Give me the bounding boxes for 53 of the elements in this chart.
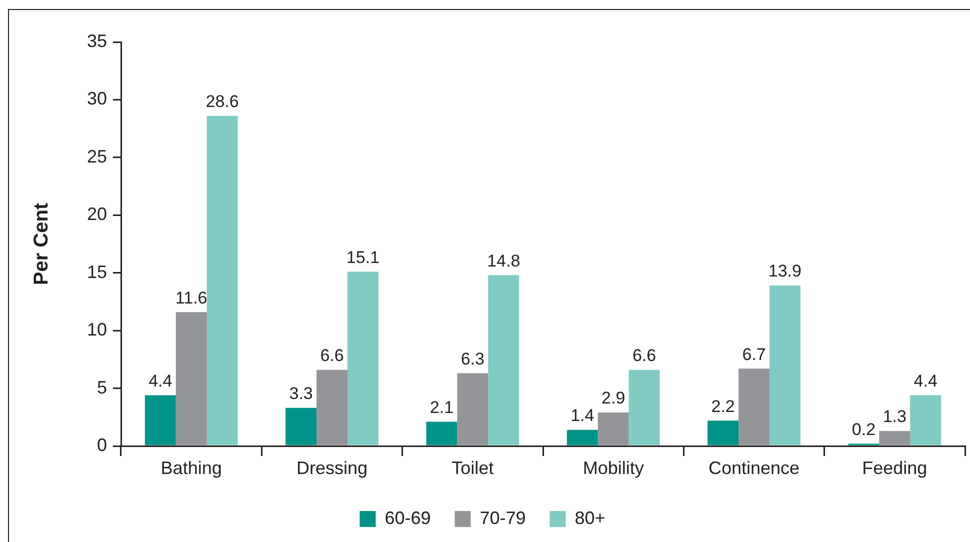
bar <box>457 373 488 446</box>
bar <box>316 370 348 446</box>
legend-label: 80+ <box>574 508 606 528</box>
x-tick-label: Feeding <box>862 458 928 478</box>
y-axis-title: Per Cent <box>30 202 53 286</box>
x-tick-label: Dressing <box>296 458 368 478</box>
bar <box>488 275 520 446</box>
data-label: 4.4 <box>914 371 938 390</box>
data-label: 15.1 <box>346 248 380 267</box>
data-label: 3.3 <box>289 384 313 404</box>
y-tick-label: 30 <box>86 88 107 109</box>
bar <box>206 116 238 446</box>
bar <box>628 370 660 446</box>
bar <box>426 422 458 446</box>
data-label: 2.2 <box>711 396 735 416</box>
data-label: 2.1 <box>430 398 454 417</box>
bar <box>347 272 378 446</box>
bar <box>598 412 629 446</box>
data-label: 6.7 <box>742 344 766 364</box>
y-tick-label: 15 <box>86 262 107 282</box>
x-tick-label: Continence <box>708 458 800 478</box>
data-label: 1.3 <box>882 407 906 426</box>
data-label: 4.4 <box>148 371 172 390</box>
bar <box>879 430 910 446</box>
legend-label: 60-69 <box>384 508 431 528</box>
data-label: 11.6 <box>175 288 208 308</box>
data-label: 2.9 <box>602 388 626 408</box>
y-tick-label: 20 <box>86 204 107 224</box>
data-label: 28.6 <box>206 92 239 112</box>
y-tick-label: 0 <box>96 434 107 455</box>
data-label: 0.2 <box>852 420 876 439</box>
legend-label: 70-79 <box>480 508 526 528</box>
x-tick-label: Mobility <box>582 458 644 478</box>
bar <box>144 395 176 446</box>
y-tick-label: 35 <box>86 30 107 51</box>
bar <box>286 408 317 446</box>
data-label: 1.4 <box>570 406 594 426</box>
y-tick-label: 5 <box>96 377 107 398</box>
data-label: 6.6 <box>320 346 344 366</box>
bar <box>176 312 207 446</box>
data-label: 14.8 <box>487 251 520 270</box>
y-tick-label: 25 <box>86 146 107 166</box>
bar <box>566 430 598 446</box>
data-label: 6.6 <box>632 346 656 366</box>
x-tick-label: Bathing <box>160 458 222 478</box>
bar <box>769 286 800 446</box>
bar <box>708 420 739 446</box>
data-label: 6.3 <box>460 349 484 368</box>
x-tick-label: Toilet <box>452 458 494 478</box>
bar <box>910 395 942 446</box>
bar <box>738 368 770 446</box>
y-tick-label: 10 <box>86 320 107 340</box>
data-label: 13.9 <box>768 262 802 281</box>
